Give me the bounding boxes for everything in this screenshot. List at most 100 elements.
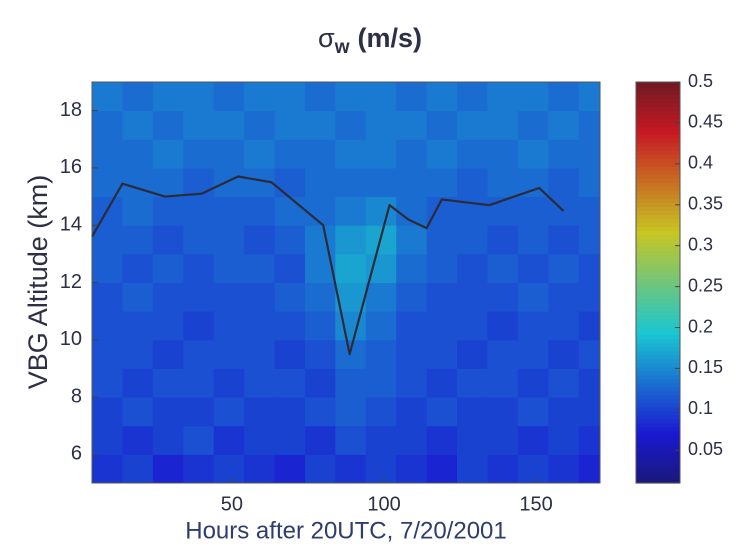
heatmap-cell [335,139,367,169]
colorbar-step [636,398,680,404]
colorbar-step [636,86,680,91]
heatmap-cell [426,225,458,255]
heatmap-cell [457,139,488,169]
colorbar-step [636,154,680,159]
heatmap-cell [152,282,184,312]
heatmap-cell [426,110,458,140]
heatmap-cell [304,339,336,369]
heatmap-cell [183,425,215,455]
heatmap-cell [152,425,184,455]
colorbar-tick-label: 0.25 [688,275,723,295]
heatmap-cell [517,311,549,341]
y-tick-label: 8 [71,385,82,407]
heatmap-cell [183,339,215,369]
colorbar-step [636,218,680,223]
heatmap-cell [396,282,428,312]
heatmap-cell [487,139,519,169]
heatmap-cell [274,82,306,112]
colorbar-step [636,378,680,384]
heatmap-cell [578,225,601,255]
heatmap [92,82,601,484]
heatmap-cell [487,282,519,312]
heatmap-cell [92,368,123,398]
colorbar-step [636,370,680,376]
heatmap-cell [304,368,336,398]
heatmap-cell [548,368,580,398]
colorbar-step [636,470,680,476]
colorbar-step [636,326,680,332]
heatmap-cell [244,311,276,341]
heatmap-cell [274,397,306,427]
heatmap-cell [274,253,306,283]
heatmap-cell [183,368,215,398]
heatmap-cell [365,139,397,169]
colorbar-step [636,170,680,175]
colorbar-step [636,134,680,139]
heatmap-cell [152,368,184,398]
x-tick-label: 150 [519,493,552,515]
heatmap-cell [548,282,580,312]
heatmap-cell [213,454,245,484]
colorbar-step [636,194,680,199]
heatmap-cell [213,397,245,427]
heatmap-cell [92,139,123,169]
heatmap-cell [183,82,215,112]
colorbar-step [636,350,680,356]
colorbar-step [636,246,680,252]
colorbar-step [636,406,680,412]
heatmap-cell [548,339,580,369]
heatmap-cell [92,397,123,427]
heatmap-cell [122,454,154,484]
colorbar-step [636,118,680,123]
colorbar-tick-label: 0.3 [688,234,713,254]
heatmap-cell [152,454,184,484]
heatmap-cell [152,225,184,255]
heatmap-cell [548,225,580,255]
heatmap-cell [335,167,367,198]
heatmap-cell [426,167,458,198]
heatmap-cell [396,339,428,369]
colorbar-step [636,418,680,424]
colorbar-step [636,274,680,280]
heatmap-cell [457,339,488,369]
heatmap-cell [487,253,519,283]
heatmap-cell [152,397,184,427]
heatmap-cell [122,368,154,398]
heatmap-cell [122,82,154,112]
heatmap-cell [92,311,123,341]
x-axis-label: Hours after 20UTC, 7/20/2001 [185,517,507,544]
heatmap-cell [244,454,276,484]
heatmap-cell [487,82,519,112]
heatmap-cell [365,368,397,398]
heatmap-cell [183,196,215,226]
heatmap-cell [487,397,519,427]
heatmap-cell [213,196,245,226]
colorbar-frame [635,81,681,484]
heatmap-cell [426,397,458,427]
heatmap-cell [457,368,488,398]
colorbar-step [636,282,680,288]
heatmap-cell [152,339,184,369]
heatmap-cell [578,425,601,455]
colorbar-step [636,266,680,272]
colorbar-step [636,438,680,444]
heatmap-cell [365,167,397,198]
chart-title: σw (m/s) [318,23,422,58]
heatmap-cell [457,397,488,427]
heatmap-cell [274,196,306,226]
heatmap-cell [457,110,488,140]
heatmap-cell [274,139,306,169]
heatmap-cell [487,454,519,484]
heatmap-cell [183,454,215,484]
colorbar-step [636,250,680,256]
heatmap-cell [548,253,580,283]
heatmap-cell [487,368,519,398]
heatmap-cell [457,454,488,484]
heatmap-cell [335,425,367,455]
heatmap-cell [92,339,123,369]
heatmap-cell [457,225,488,255]
heatmap-cell [92,282,123,312]
colorbar-step [636,334,680,340]
heatmap-cell [304,425,336,455]
heatmap-cell [122,139,154,169]
